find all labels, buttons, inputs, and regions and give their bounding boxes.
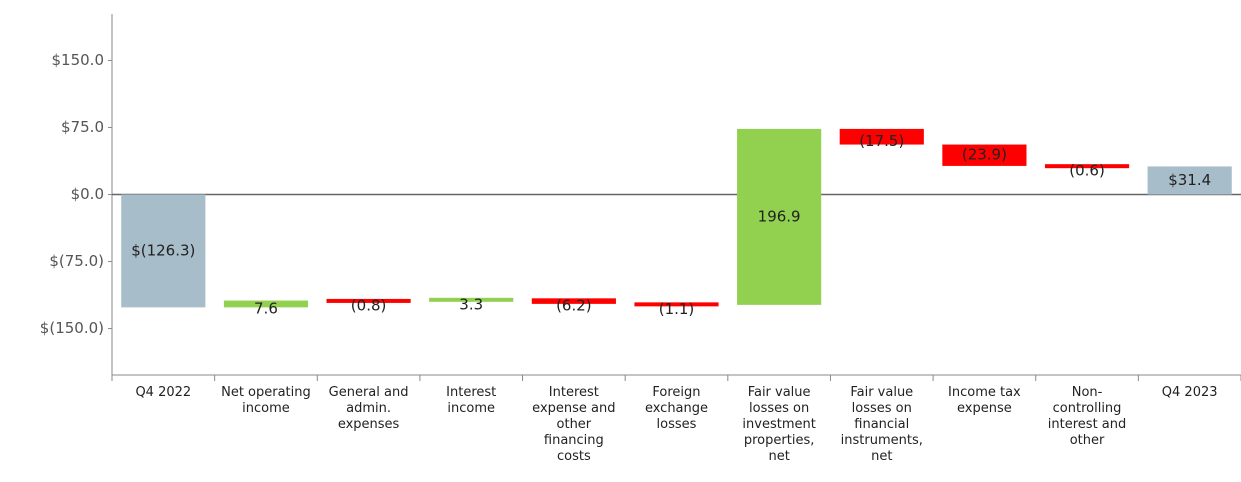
value-label: 3.3 — [459, 295, 483, 313]
x-tick-label: Foreign exchange losses — [644, 385, 709, 432]
bar — [1044, 164, 1130, 169]
y-tick-label: $150.0 — [52, 51, 105, 69]
y-tick-label: $(150.0) — [40, 319, 104, 337]
value-label: 7.6 — [254, 299, 278, 317]
x-tick-label: Net operating income — [221, 385, 311, 416]
x-tick-label: Non-controlling interest and other — [1047, 385, 1127, 448]
bar — [942, 144, 1027, 166]
x-tick-label: Q4 2023 — [1161, 385, 1218, 400]
bar — [634, 302, 719, 307]
bar — [531, 298, 616, 304]
bar — [326, 298, 411, 303]
value-label: (0.6) — [1069, 162, 1105, 180]
bar — [223, 300, 309, 308]
x-tick-label: General and admin. expenses — [328, 385, 409, 432]
value-label: (23.9) — [962, 146, 1007, 164]
value-label: 196.9 — [758, 207, 801, 225]
x-tick-label: Fair value losses on investment properti… — [742, 385, 816, 464]
x-tick-label: Interest expense and other financing cos… — [532, 385, 616, 464]
x-tick-label: Income tax expense — [948, 385, 1021, 416]
value-label: (0.8) — [351, 296, 387, 314]
y-tick-label: $0.0 — [71, 185, 104, 203]
value-label: (17.5) — [859, 132, 904, 150]
value-label: $31.4 — [1168, 171, 1211, 189]
bar — [1147, 166, 1232, 195]
value-label: $(126.3) — [131, 241, 195, 259]
y-tick-label: $75.0 — [61, 118, 104, 136]
y-tick-label: $(75.0) — [49, 252, 104, 270]
bar — [429, 297, 514, 302]
value-label: (6.2) — [556, 297, 592, 315]
x-tick-label: Fair value losses on financial instrumen… — [840, 385, 923, 464]
x-tick-label: Interest income — [446, 385, 497, 416]
bar — [839, 128, 924, 145]
bar — [737, 128, 822, 305]
bar — [121, 194, 206, 308]
value-label: (1.1) — [659, 300, 695, 318]
x-tick-label: Q4 2022 — [135, 385, 192, 400]
